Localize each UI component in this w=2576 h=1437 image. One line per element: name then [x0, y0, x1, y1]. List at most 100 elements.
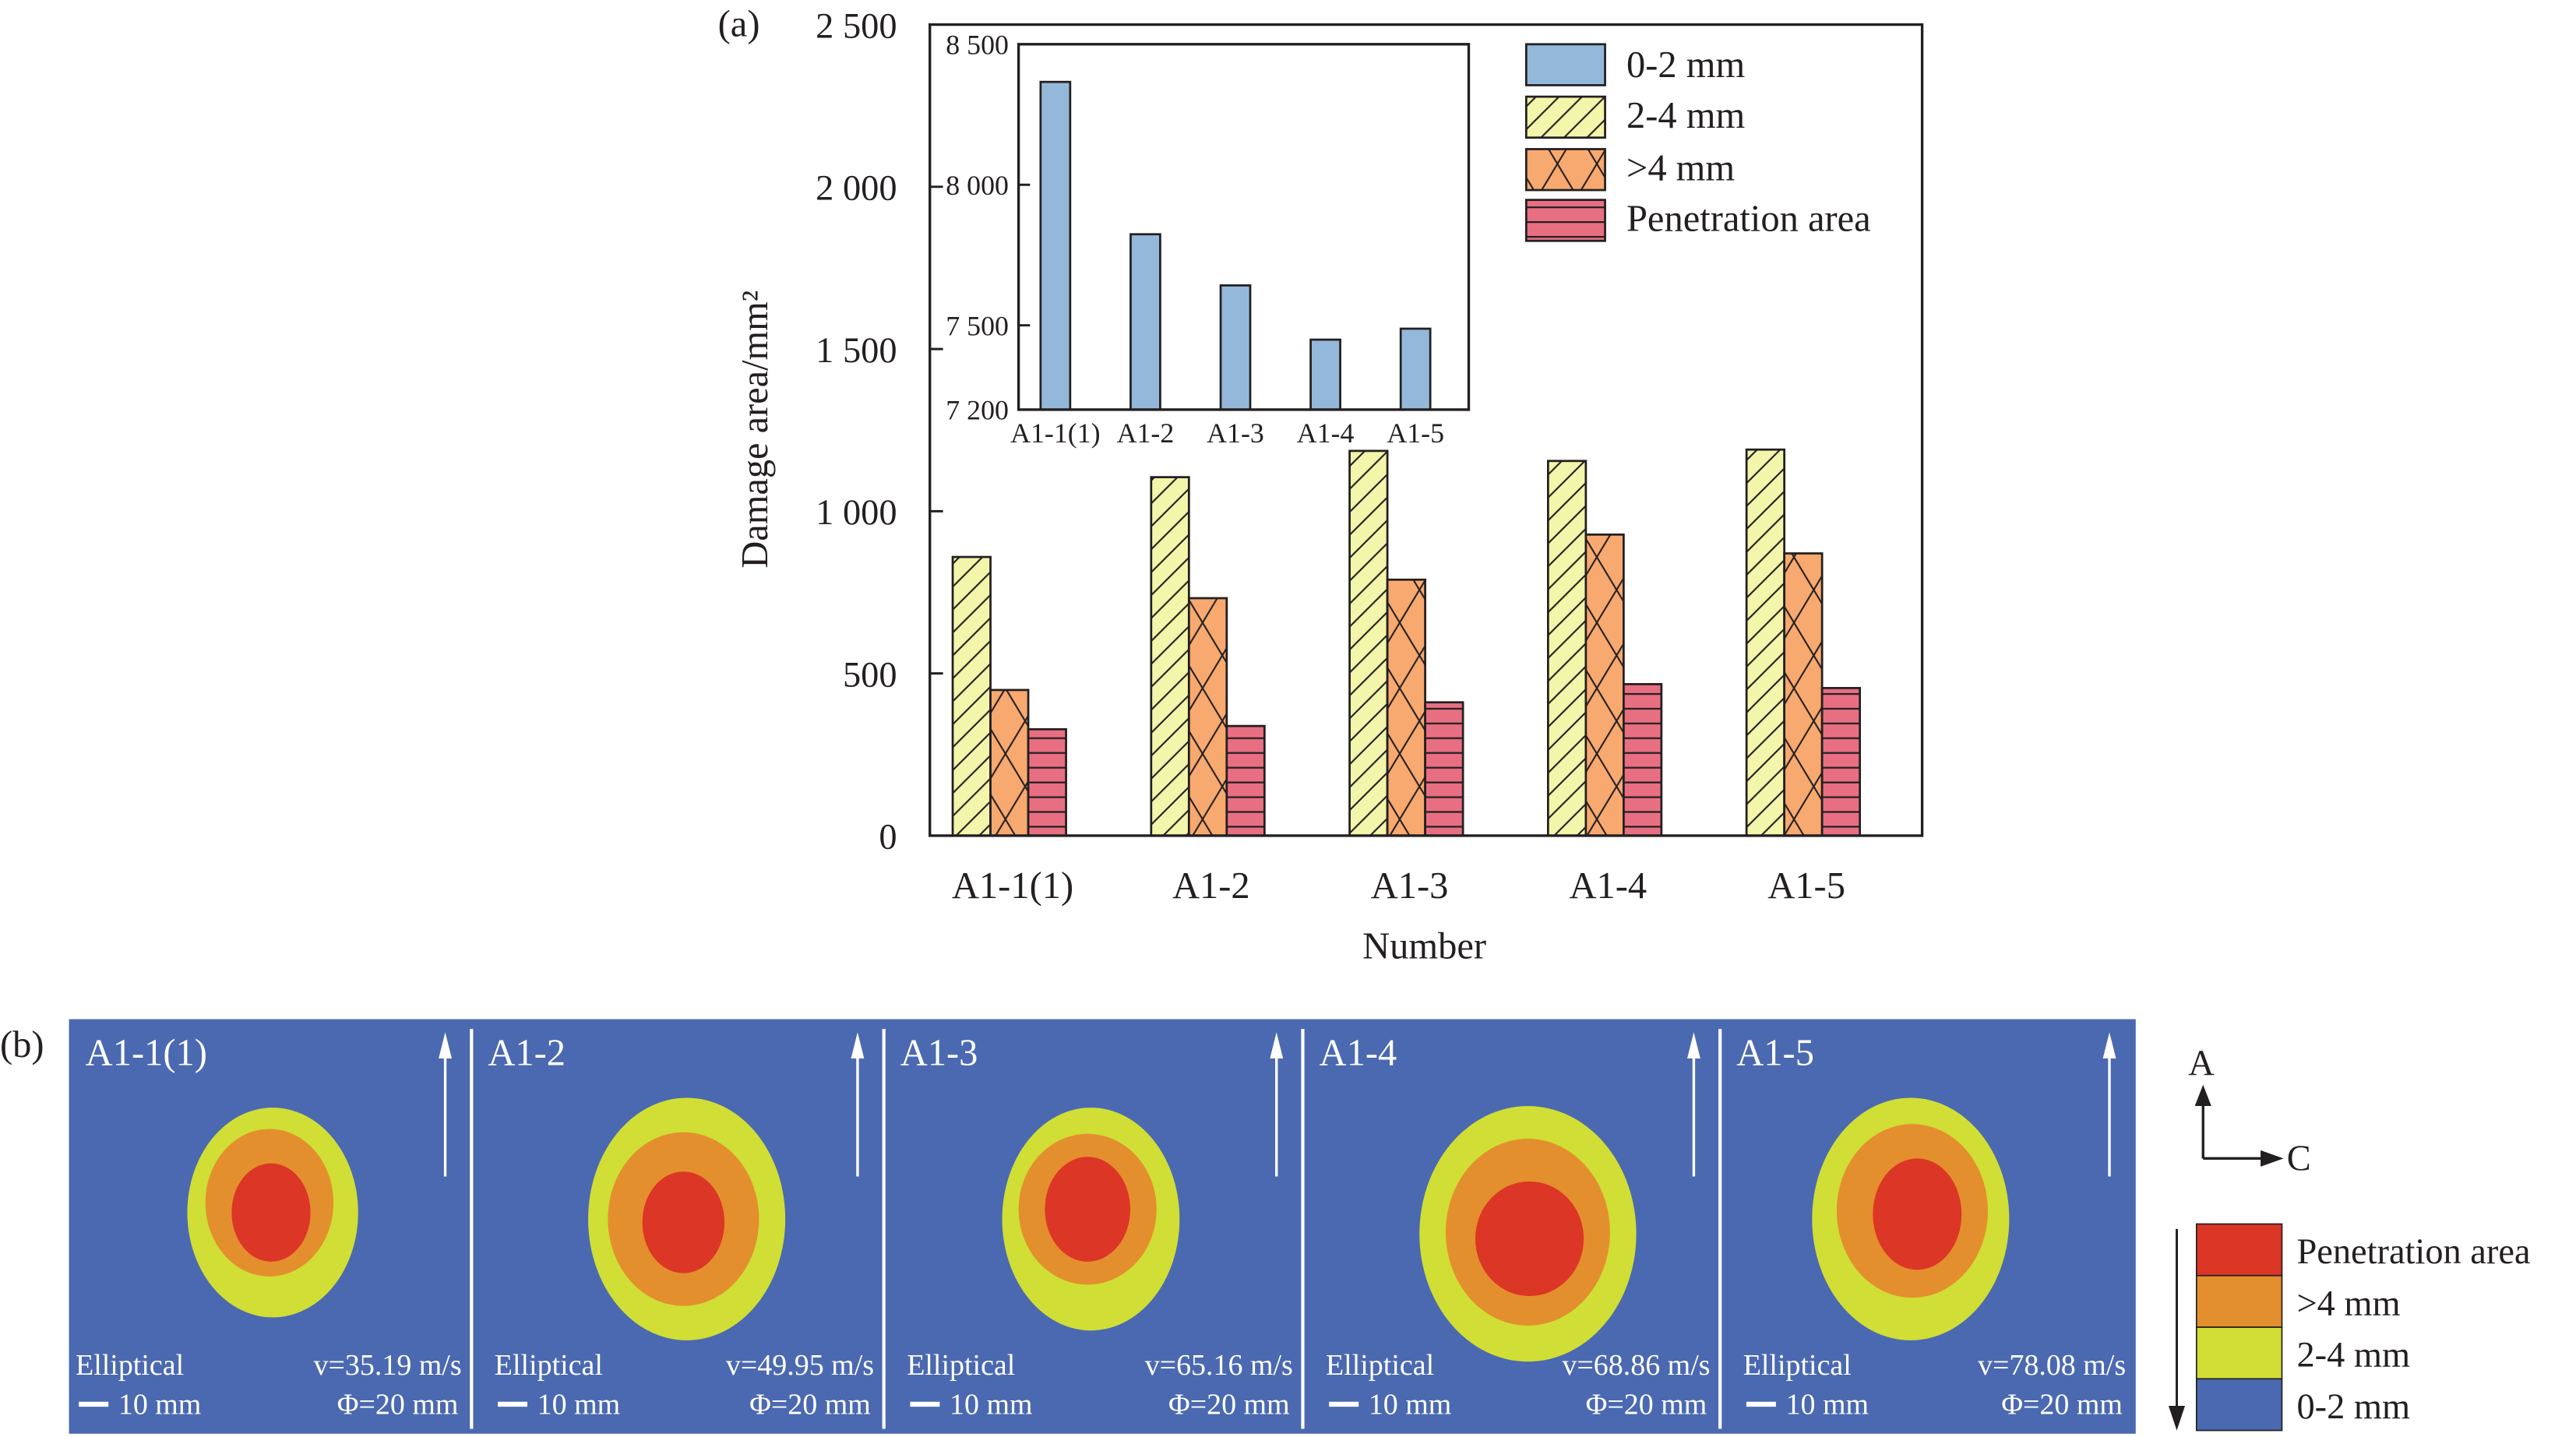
bar-penetration-area-a1-4: [1623, 683, 1663, 837]
x-tick-label: A1-1(1): [952, 865, 1073, 907]
arrow-up-icon: [439, 1032, 452, 1059]
main-y-ticks: 0 500 1 000 1 500 2 000 2 500: [816, 6, 943, 858]
diameter-label: Φ=20 mm: [337, 1389, 459, 1421]
velocity-label: v=65.16 m/s: [1145, 1349, 1293, 1382]
velocity-label: v=35.19 m/s: [314, 1349, 462, 1382]
inset-x-tick-labels: A1-1(1) A1-2 A1-3 A1-4 A1-5: [1010, 417, 1444, 449]
impactor-shape-label: Elliptical: [907, 1349, 1015, 1382]
impactor-shape-label: Elliptical: [1743, 1349, 1852, 1382]
bar-penetration-area-a1-1(1): [1027, 727, 1067, 837]
arrow-up-icon: [1687, 1032, 1700, 1059]
inset-x-tick-label: A1-1(1): [1010, 417, 1100, 449]
diameter-label: Φ=20 mm: [1586, 1389, 1707, 1421]
inset-plot-frame: [1017, 43, 1471, 411]
panel-b-label: (b): [0, 1024, 44, 1065]
main-bars: [951, 448, 1862, 837]
diameter-label: Φ=20 mm: [749, 1389, 871, 1421]
legend-item-gt4mm: >4 mm: [1524, 147, 1735, 192]
legend-swatch-2-4mm: [1524, 95, 1606, 139]
x-tick-label: A1-5: [1767, 865, 1845, 907]
bar--4-mm-a1-4: [1584, 533, 1625, 837]
bar--4-mm-a1-2: [1187, 597, 1228, 837]
x-tick-label: A1-4: [1570, 865, 1647, 907]
arrow-right-icon: [2261, 1150, 2284, 1167]
damage-map-panel-a1-5: A1-5 Elliptical v=78.08 m/s 10 mm Φ=20 mm: [1718, 1029, 2126, 1429]
inset-y-tick-label: 8 000: [946, 170, 1009, 201]
color-key-label: 0-2 mm: [2296, 1387, 2410, 1427]
color-key-label: 2-4 mm: [2296, 1336, 2410, 1375]
arrow-up-icon: [2102, 1032, 2116, 1059]
inset-y-ticks: 7 200 7 500 8 000 8 500: [946, 29, 1031, 426]
legend-item-2-4mm: 2-4 mm: [1524, 95, 1745, 139]
panel-a-label: (a): [718, 3, 760, 44]
color-key-swatch: [2195, 1223, 2283, 1277]
diameter-label: Φ=20 mm: [2001, 1389, 2123, 1421]
panel-a: (a) Damage area/mm² Number 0 500 1 000 1 50…: [718, 3, 1924, 967]
color-key-items: Penetration area >4 mm 2-4 mm 0-2 mm: [2195, 1223, 2531, 1432]
damage-map-panel-a1-2: A1-2 Elliptical v=49.95 m/s 10 mm Φ=20 mm: [470, 1029, 874, 1429]
direction-label-c: C: [2287, 1139, 2311, 1178]
arrow-up-icon: [1270, 1032, 1284, 1059]
impactor-shape-label: Elliptical: [1326, 1349, 1434, 1382]
color-key-label: >4 mm: [2296, 1284, 2400, 1323]
inset-x-tick-label: A1-2: [1117, 417, 1175, 449]
velocity-label: v=78.08 m/s: [1978, 1349, 2126, 1382]
map-panel-title: A1-5: [1736, 1032, 1814, 1073]
map-panel-title: A1-4: [1320, 1032, 1397, 1073]
legend-swatch-gt4mm: [1524, 148, 1606, 192]
inset-y-tick-label: 7 500: [946, 310, 1009, 341]
map-panel-title: A1-1(1): [86, 1032, 207, 1073]
legend-swatch-0-2mm: [1524, 43, 1606, 86]
direction-label-a: A: [2188, 1044, 2215, 1083]
scale-bar-label: 10 mm: [118, 1389, 201, 1421]
inset-y-tick-label: 7 200: [946, 395, 1009, 426]
map-panel-title: A1-3: [900, 1032, 978, 1073]
legend-item-0-2mm: 0-2 mm: [1524, 43, 1745, 86]
damage-map-panel-a1-4: A1-4 Elliptical v=68.86 m/s 10 mm Φ=20 mm: [1301, 1029, 1711, 1429]
diameter-label: Φ=20 mm: [1168, 1389, 1290, 1421]
inset-x-tick-label: A1-5: [1387, 417, 1444, 449]
scale-bar-label: 10 mm: [1369, 1389, 1451, 1421]
bar-2-4-mm-a1-4: [1546, 460, 1588, 837]
bar-penetration-area-a1-5: [1820, 687, 1862, 837]
color-key: Penetration area >4 mm 2-4 mm 0-2 mm: [2168, 1223, 2531, 1432]
y-tick-label: 0: [879, 818, 897, 858]
bar--4-mm-a1-3: [1386, 578, 1426, 837]
inset-x-tick-label: A1-3: [1207, 417, 1264, 449]
main-plot-frame: [929, 23, 1924, 837]
damage-map-panel-a1-3: A1-3 Elliptical v=65.16 m/s 10 mm Φ=20 mm: [882, 1029, 1293, 1429]
color-key-label: Penetration area: [2296, 1232, 2530, 1272]
legend-item-penetration: Penetration area: [1524, 199, 1871, 242]
inset-bar-a1-1(1): [1039, 80, 1072, 411]
inset-bar-a1-4: [1309, 338, 1341, 411]
damage-zone-penetration: [231, 1163, 311, 1262]
color-key-swatch: [2195, 1274, 2283, 1328]
impactor-shape-label: Elliptical: [76, 1349, 184, 1382]
color-key-swatch: [2195, 1326, 2283, 1380]
inset-chart: 7 200 7 500 8 000 8 500 A1-1(1) A1-2 A1-3 A1-4…: [946, 29, 1471, 449]
legend-label-gt4mm: >4 mm: [1626, 147, 1735, 188]
damage-zone-penetration: [1045, 1157, 1131, 1262]
damage-zone-penetration: [1873, 1158, 1962, 1270]
x-axis-title: Number: [1362, 926, 1486, 967]
direction-indicator: A C: [2188, 1044, 2310, 1178]
x-tick-label: A1-3: [1371, 865, 1449, 907]
y-tick-label: 2 000: [816, 169, 897, 209]
bar-2-4-mm-a1-2: [1150, 476, 1190, 837]
inset-x-tick-label: A1-4: [1297, 417, 1355, 449]
bar-2-4-mm-a1-3: [1348, 449, 1389, 837]
damage-zone-penetration: [1475, 1181, 1584, 1297]
inset-bar-a1-2: [1129, 233, 1161, 411]
bar-penetration-area-a1-2: [1225, 724, 1266, 837]
legend-label-0-2mm: 0-2 mm: [1626, 44, 1745, 86]
main-x-tick-labels: A1-1(1) A1-2 A1-3 A1-4 A1-5: [952, 865, 1845, 907]
map-panel-title: A1-2: [488, 1032, 566, 1073]
scale-bar-label: 10 mm: [537, 1389, 620, 1421]
legend-label-2-4mm: 2-4 mm: [1626, 95, 1745, 136]
y-tick-label: 2 500: [816, 6, 897, 46]
legend-label-penetration: Penetration area: [1626, 199, 1871, 240]
y-tick-label: 1 500: [816, 331, 897, 371]
arrow-up-icon: [2194, 1084, 2211, 1107]
arrow-up-icon: [851, 1032, 865, 1059]
